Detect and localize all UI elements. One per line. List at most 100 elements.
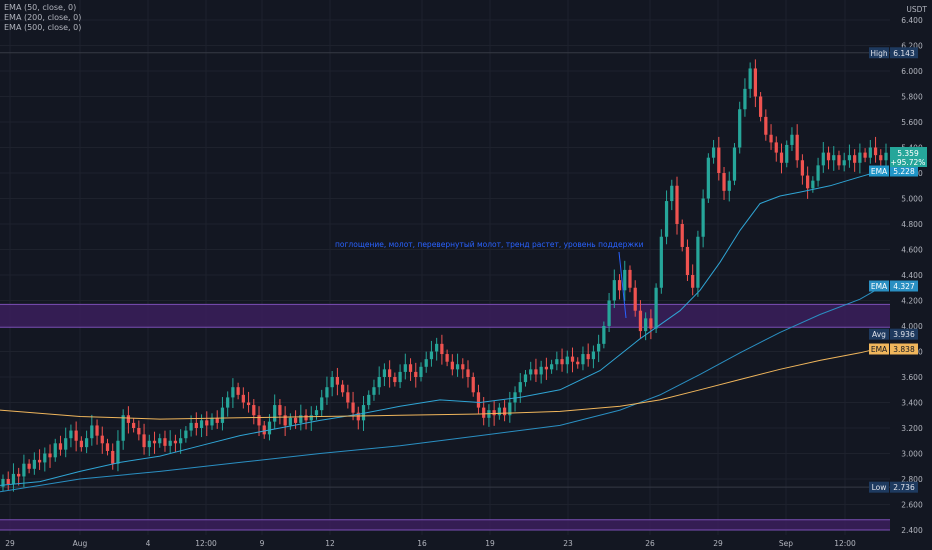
candle-body [142,434,146,448]
candle-body [111,450,115,464]
y-tick-label: 3.600 [901,373,923,382]
candle-body [570,356,575,362]
candle-body [534,369,538,375]
candle-body [179,438,183,444]
candle-body [549,364,554,370]
candle-body [435,343,439,352]
candle-body [826,152,831,161]
candle-body [398,371,402,383]
ema-line [0,168,887,486]
candle-body [769,134,773,143]
candle-body [351,402,355,413]
y-tick-label: 5.600 [901,118,923,127]
candle-body [293,417,298,423]
candle-body [774,142,778,153]
support-zones [0,303,890,531]
y-tick-label: 3.400 [901,399,923,408]
ema-badge-label: EMA [871,167,888,176]
candle-body [654,287,658,329]
candle-body [64,438,68,450]
candle-body [43,453,47,463]
candle-body [184,430,188,439]
candle-body [105,443,110,451]
candle-body [586,354,590,360]
x-tick-label: 12:00 [195,539,217,548]
candle-body [837,155,841,166]
candles [1,59,888,492]
candle-body [173,440,178,444]
ema-badge-label-bg [869,280,889,292]
candle-body [717,147,721,173]
x-tick-label: 19 [485,539,495,548]
candle-body [722,173,726,191]
candle-body [163,438,167,446]
legend-ema-500[interactable]: EMA (500, close, 0) [4,23,82,32]
low-badge-value-bg [890,481,918,493]
candle-body [644,318,648,332]
annotation-text: поглощение, молот, перевернутый молот, т… [335,240,644,249]
x-tick-label: 4 [146,539,151,548]
y-tick-label: 3.200 [901,424,923,433]
candle-body [424,359,428,367]
candle-body [226,397,230,408]
candle-body [199,420,204,428]
candle-body [220,407,225,423]
candle-body [748,68,752,89]
candle-body [743,88,747,110]
candle-body [863,152,867,158]
candle-body [22,463,26,477]
x-tick-label: Aug [73,539,88,548]
candle-body [215,417,219,423]
avg-badge-label: Avg [872,330,886,339]
candle-body [147,440,151,448]
ema-badge-label: EMA [871,282,888,291]
candle-body [152,440,157,444]
candle-body [58,443,63,450]
candle-body [461,364,465,370]
candle-body [419,366,423,377]
candle-body [873,147,878,156]
candle-body [100,435,104,444]
candle-body [450,361,454,370]
price-badges: High 6.143 Low 2.736 Avg 3.936 EMA 5.228 EMA 4.32… [869,47,927,493]
candle-body [377,377,381,388]
candle-body [48,453,52,458]
ema-line [0,283,887,493]
candle-body [858,152,862,163]
legend-ema-200[interactable]: EMA (200, close, 0) [4,13,82,22]
candle-body [236,387,240,395]
ema-badge-label-bg [869,165,889,177]
x-tick-label: 29 [713,539,723,548]
last-price-value: 5.359 [897,149,919,158]
candle-body [779,152,784,163]
candle-body [205,420,209,426]
candle-body [304,415,308,421]
candle-body [367,394,371,406]
reference-lines [0,52,890,488]
ema-badge-value: 5.228 [893,167,915,176]
candle-body [795,134,799,161]
candle-body [758,96,763,117]
candle-body [1,479,5,487]
legend-ema-50[interactable]: EMA (50, close, 0) [4,3,77,12]
x-tick-label: 16 [417,539,427,548]
candle-body [37,459,42,463]
y-tick-label: 6.200 [901,42,923,51]
y-tick-label: 6.400 [901,16,923,25]
candle-body [607,300,611,326]
candle-body [518,382,522,393]
price-axis[interactable] [890,0,932,550]
candle-body [330,377,334,388]
x-tick-label: 26 [645,539,655,548]
candle-body [132,422,136,428]
x-tick-label: 12 [325,539,335,548]
candle-body [706,157,710,199]
candle-body [806,175,810,189]
candle-body [868,147,872,158]
y-tick-label: 4.800 [901,220,923,229]
candle-body [382,369,387,377]
y-tick-label: 4.000 [901,322,923,331]
candle-body [633,287,637,311]
candle-body [576,361,580,365]
